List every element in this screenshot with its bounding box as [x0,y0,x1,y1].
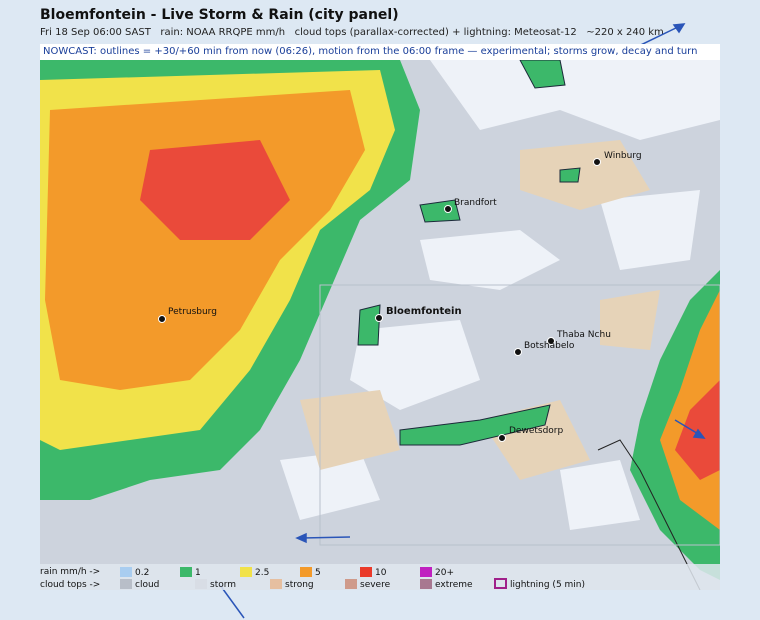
swatch [120,579,132,589]
cities: Winburg Brandfort Petrusburg Bloemfontei… [158,151,642,442]
city-label: Winburg [604,151,642,161]
swatch [240,567,252,577]
city-label: Dewetsdorp [509,426,564,436]
subtitle: Fri 18 Sep 06:00 SAST rain: NOAA RRQPE m… [40,27,664,38]
border [597,439,701,590]
legend-label: storm [210,580,236,590]
nowcast-banner: NOWCAST: outlines = +30/+60 min from now… [40,44,720,60]
swatch [345,579,357,589]
city-dot [375,314,383,322]
swatch [420,567,432,577]
title: Bloemfontein - Live Storm & Rain (city p… [40,7,399,23]
city-dot [444,205,452,213]
legend-label: 5 [315,568,321,578]
legend-bg [40,564,720,590]
swatch [195,579,207,589]
legend-label: 2.5 [255,568,269,578]
legend-title: rain mm/h -> [40,567,100,577]
legend-label: severe [360,580,391,590]
legend-title: cloud tops -> [40,580,100,590]
legend-label: 10 [375,568,387,578]
legend-label: lightning (5 min) [510,580,585,590]
rain-cells [357,60,581,446]
frame [319,284,720,546]
swatch [494,578,507,589]
legend-label: 1 [195,568,201,578]
legend-label: 0.2 [135,568,149,578]
legend: rain mm/h -> 0.2 1 2.5 5 10 20+ cloud to… [40,564,720,590]
legend-label: cloud [135,580,159,590]
city-label: Brandfort [454,198,497,208]
city-label: Botshabelo [524,341,575,351]
map-layers [40,60,720,590]
legend-label: extreme [435,580,473,590]
city-dot [514,348,522,356]
legend-label: 20+ [435,568,454,578]
legend-label: strong [285,580,314,590]
swatch [420,579,432,589]
city-dot [158,315,166,323]
swatch [180,567,192,577]
city-dot [498,434,506,442]
city-label: Thaba Nchu [556,330,611,340]
swatch [360,567,372,577]
land-patches [300,140,660,480]
city-dot [593,158,601,166]
city-label: Bloemfontein [386,306,462,317]
rain-intense [140,140,290,240]
motion-arrows [219,23,706,619]
swatch [270,579,282,589]
swatch [300,567,312,577]
city-label: Petrusburg [168,307,217,317]
clear-patches [280,60,720,530]
swatch [120,567,132,577]
city-dot [547,337,555,345]
